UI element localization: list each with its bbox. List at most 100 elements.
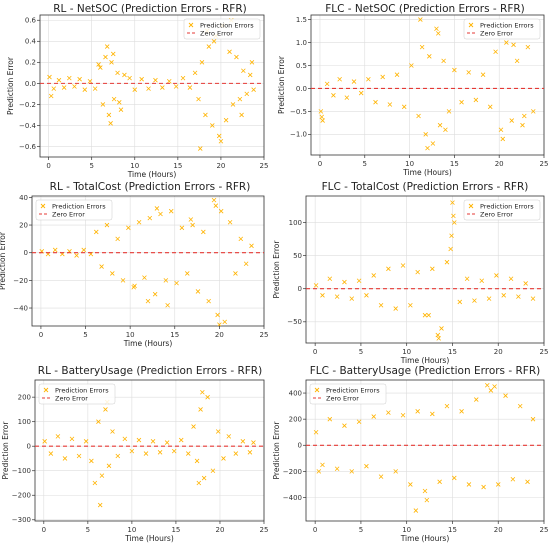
data-point bbox=[145, 298, 151, 304]
data-point bbox=[324, 81, 330, 87]
data-point bbox=[166, 78, 172, 84]
x-tick-label: 5 bbox=[86, 526, 90, 534]
x-tick-label: 20 bbox=[216, 162, 225, 170]
data-point bbox=[380, 74, 385, 80]
data-point bbox=[500, 136, 506, 142]
data-point bbox=[400, 412, 406, 418]
data-point bbox=[401, 104, 407, 110]
data-point bbox=[443, 127, 448, 133]
x-axis-label: Time (Hours) bbox=[400, 356, 450, 365]
y-tick-label: 0 bbox=[24, 249, 28, 257]
data-point bbox=[344, 95, 350, 100]
data-point bbox=[222, 319, 228, 325]
data-point bbox=[249, 60, 255, 65]
data-point bbox=[331, 93, 336, 98]
data-point bbox=[393, 306, 398, 311]
chart-title: FLC - TotalCost (Prediction Errors - RFR… bbox=[322, 181, 529, 193]
data-point bbox=[424, 497, 430, 503]
y-tick-label: −100 bbox=[12, 467, 31, 475]
data-point bbox=[501, 293, 507, 298]
data-point bbox=[192, 70, 198, 76]
data-point bbox=[122, 436, 128, 442]
data-point bbox=[334, 466, 340, 472]
y-tick-label: −1.0 bbox=[290, 131, 307, 139]
data-point bbox=[530, 416, 536, 422]
data-point bbox=[378, 302, 384, 308]
data-point bbox=[430, 266, 435, 272]
data-point bbox=[495, 482, 501, 487]
y-tick-label: −40 bbox=[13, 304, 28, 312]
x-tick-label: 25 bbox=[540, 526, 549, 534]
data-point bbox=[484, 382, 490, 388]
data-point bbox=[444, 259, 450, 265]
data-point bbox=[115, 236, 120, 242]
data-point bbox=[188, 217, 194, 222]
data-point bbox=[171, 448, 177, 454]
x-axis-label: Time (Hours) bbox=[127, 170, 177, 179]
data-point bbox=[464, 276, 470, 282]
data-point bbox=[472, 298, 477, 303]
legend-marker-x bbox=[468, 22, 474, 28]
data-point bbox=[179, 225, 185, 231]
data-point bbox=[111, 96, 117, 102]
y-tick-label: 0 bbox=[298, 285, 302, 293]
data-point bbox=[132, 87, 138, 92]
data-point bbox=[67, 75, 72, 81]
data-point bbox=[494, 273, 499, 278]
y-tick-label: 50 bbox=[293, 252, 302, 260]
data-point bbox=[509, 118, 515, 123]
data-point bbox=[142, 275, 147, 280]
data-point bbox=[422, 312, 428, 318]
data-point bbox=[100, 102, 106, 107]
data-point bbox=[163, 278, 169, 283]
data-point bbox=[168, 208, 174, 214]
y-axis-label: Prediction Error bbox=[272, 240, 281, 299]
y-tick-label: −20 bbox=[13, 277, 28, 285]
data-point bbox=[211, 39, 217, 44]
data-point bbox=[147, 215, 153, 221]
data-point bbox=[418, 17, 423, 22]
legend-box bbox=[309, 383, 387, 405]
chart-panel: 0 5 10 15 20 25 −0.6 −0.4 −0.2 0.0 0.2 0.4 0.6 RL - N… bbox=[6, 3, 268, 179]
y-tick-label: −300 bbox=[12, 516, 31, 524]
data-point bbox=[481, 484, 486, 490]
x-tick-label: 15 bbox=[448, 526, 457, 534]
x-tick-label: 0 bbox=[42, 526, 46, 534]
data-point bbox=[394, 72, 400, 77]
x-tick-label: 5 bbox=[359, 348, 363, 356]
data-point bbox=[108, 121, 113, 126]
x-tick-label: 5 bbox=[89, 162, 93, 170]
data-point bbox=[525, 479, 530, 485]
data-point bbox=[139, 76, 144, 82]
x-tick-label: 25 bbox=[260, 331, 269, 339]
data-point bbox=[190, 222, 195, 228]
x-tick-label: 20 bbox=[494, 348, 503, 356]
data-point bbox=[203, 112, 208, 118]
data-point bbox=[378, 474, 384, 479]
data-point bbox=[92, 86, 98, 91]
data-point bbox=[427, 54, 432, 59]
data-point bbox=[191, 424, 196, 429]
legend-label: Zero Error bbox=[52, 210, 85, 218]
legend-box bbox=[463, 199, 541, 221]
axes-frame bbox=[310, 14, 545, 156]
data-point bbox=[334, 294, 340, 299]
data-point bbox=[452, 475, 457, 481]
x-tick-label: 15 bbox=[448, 348, 457, 356]
data-point bbox=[320, 293, 325, 298]
data-point bbox=[409, 63, 414, 68]
x-tick-label: 10 bbox=[402, 348, 411, 356]
data-point bbox=[143, 451, 149, 456]
data-point bbox=[358, 90, 364, 96]
chart-title: RL - TotalCost (Prediction Errors - RFR) bbox=[50, 181, 251, 193]
data-point bbox=[452, 67, 457, 73]
data-point bbox=[146, 86, 151, 91]
y-tick-label: −0.5 bbox=[290, 108, 307, 116]
data-point bbox=[251, 87, 256, 92]
legend-label: Prediction Errors bbox=[480, 21, 534, 29]
y-tick-label: −400 bbox=[283, 494, 302, 502]
y-tick-label: 40 bbox=[19, 194, 28, 202]
data-point bbox=[55, 434, 61, 439]
